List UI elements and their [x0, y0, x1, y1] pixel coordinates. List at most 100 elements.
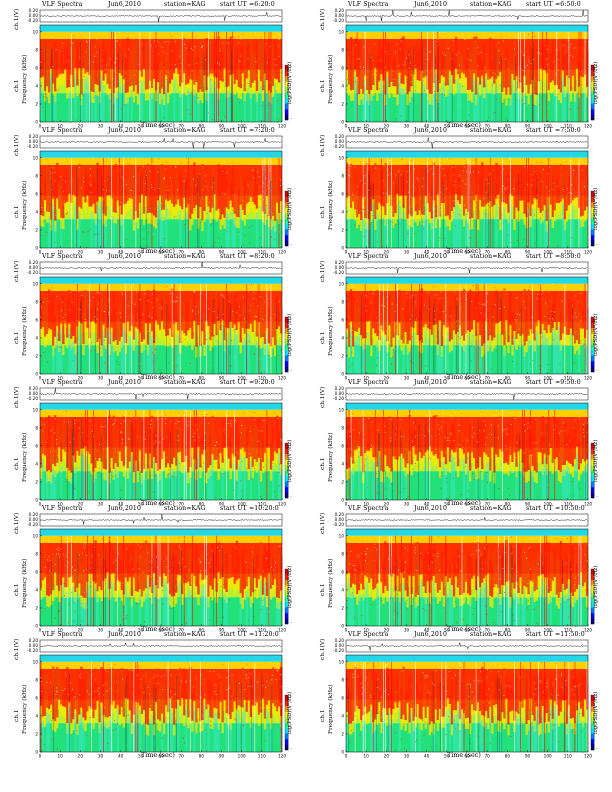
- x-tick-label: 0: [39, 376, 42, 381]
- y-tick-label: 8: [35, 425, 38, 430]
- x-tick-label: 40: [118, 502, 124, 507]
- colorbar-frame: [284, 568, 289, 625]
- colorbar-cell: [591, 191, 595, 197]
- colorbar-cell: [285, 109, 289, 115]
- colorbar-cell: [591, 569, 595, 575]
- x-tick-label: 50: [444, 628, 450, 633]
- x-tick-label: 30: [404, 628, 410, 633]
- x-tick-label: 120: [584, 376, 592, 381]
- y-tick-label: 0: [35, 624, 38, 629]
- x-axis-label: Time (sec): [141, 625, 175, 633]
- colorbar-cell: [285, 328, 289, 334]
- y-tick-label: 4: [35, 83, 38, 88]
- station-label: station=KAG: [470, 1, 512, 8]
- colorbar-label: log(PSD)(V²/Hz): [287, 313, 293, 356]
- x-tick-label: 50: [444, 754, 450, 759]
- colorbar-cell: [285, 700, 289, 707]
- spectrogram-panel: 0.20 0.00 -0.20 0 2 4 6 8 10 0 10 20 30 40 50 60 70 80 90 1…: [306, 378, 612, 507]
- colorbar-cell: [591, 733, 595, 740]
- trace-axes-frame: [39, 135, 283, 149]
- colorbar-cell: [591, 476, 595, 482]
- trace-axes-frame: [345, 387, 589, 401]
- colorbar-cell: [591, 711, 595, 718]
- x-tick-label: 100: [544, 628, 552, 633]
- x-tick-label: 0: [345, 124, 348, 129]
- y-tick-label: 6: [341, 65, 344, 70]
- x-tick-label: 60: [464, 250, 470, 255]
- colorbar-tick-label: -: [290, 494, 292, 499]
- ch1-voltage-trace: [345, 267, 588, 273]
- trace-tick-label: 0.00: [335, 265, 345, 270]
- chart-date: Jun6,2010: [414, 505, 448, 512]
- colorbar-tick-label: -: [596, 494, 598, 499]
- colorbar-cell: [285, 728, 289, 734]
- spectrum-ylabel: Frequency (kHz): [22, 54, 28, 104]
- y-tick-label: 0: [341, 498, 344, 503]
- spectrum-cap-band: [346, 529, 588, 536]
- trace-axes-frame: [345, 9, 589, 23]
- top-trace-ylabel: ch.1(V): [320, 512, 326, 534]
- y-tick-label: 2: [341, 101, 344, 106]
- x-tick-label: 10: [57, 250, 63, 255]
- colorbar-cell: [285, 470, 289, 477]
- x-tick-label: 60: [158, 376, 164, 381]
- colorbar-cell: [591, 366, 595, 373]
- x-tick-label: 60: [464, 376, 470, 381]
- y-tick-label: 0: [341, 120, 344, 125]
- y-tick-label: 0: [35, 498, 38, 503]
- colorbar-tick-label: -: [290, 316, 292, 321]
- x-tick-label: 110: [258, 250, 266, 255]
- colorbar-cell: [591, 744, 595, 751]
- x-tick-label: 60: [464, 754, 470, 759]
- colorbar-cell: [591, 92, 595, 99]
- colorbar-cell: [591, 103, 595, 110]
- y-tick-label: 4: [35, 713, 38, 718]
- x-tick-label: 50: [444, 250, 450, 255]
- top-trace-ylabel: ch.1(V): [320, 8, 326, 30]
- colorbar-frame: [590, 190, 595, 247]
- top-trace-ylabel: ch.1(V): [14, 638, 20, 660]
- colorbar-cell: [591, 109, 595, 115]
- colorbar-cell: [285, 366, 289, 373]
- spectrum-cap-band: [40, 655, 282, 662]
- x-axis-label: Time (sec): [141, 373, 175, 381]
- spectrogram-image: [346, 655, 589, 753]
- x-tick-label: 100: [238, 124, 246, 129]
- colorbar-cell: [285, 492, 289, 499]
- colorbar-cell: [285, 191, 289, 197]
- colorbar-tick-label: -: [596, 190, 598, 195]
- top-trace-ylabel: ch.1(V): [14, 512, 20, 534]
- colorbar-cell: [285, 711, 289, 718]
- colorbar-cell: [591, 98, 595, 104]
- colorbar-cell: [285, 98, 289, 104]
- colorbar-tick-label: -: [290, 242, 292, 247]
- y-tick-label: 4: [341, 713, 344, 718]
- colorbar-cell: [591, 76, 595, 82]
- trace-tick-label: 0.00: [335, 517, 345, 522]
- colorbar-cell: [285, 585, 289, 592]
- colorbar-cell: [285, 202, 289, 208]
- trace-tick-label: 0.00: [335, 13, 345, 18]
- colorbar-cell: [285, 87, 289, 93]
- x-tick-label: 40: [118, 250, 124, 255]
- colorbar-cell: [591, 70, 595, 77]
- x-tick-label: 40: [424, 124, 430, 129]
- x-tick-label: 70: [178, 376, 184, 381]
- y-tick-label: 6: [35, 317, 38, 322]
- spectrum-band: [40, 535, 282, 544]
- x-tick-label: 90: [525, 124, 531, 129]
- ch1-voltage-trace: [345, 642, 588, 651]
- x-axis-label: Time (sec): [141, 499, 175, 507]
- x-tick-label: 120: [584, 124, 592, 129]
- x-tick-label: 10: [363, 628, 369, 633]
- colorbar-cell: [591, 695, 595, 701]
- x-tick-label: 0: [345, 376, 348, 381]
- y-tick-label: 8: [35, 47, 38, 52]
- y-tick-label: 0: [35, 246, 38, 251]
- x-tick-label: 80: [199, 502, 205, 507]
- colorbar-frame: [284, 64, 289, 121]
- ch1-voltage-trace: [345, 137, 588, 149]
- y-tick-label: 6: [341, 695, 344, 700]
